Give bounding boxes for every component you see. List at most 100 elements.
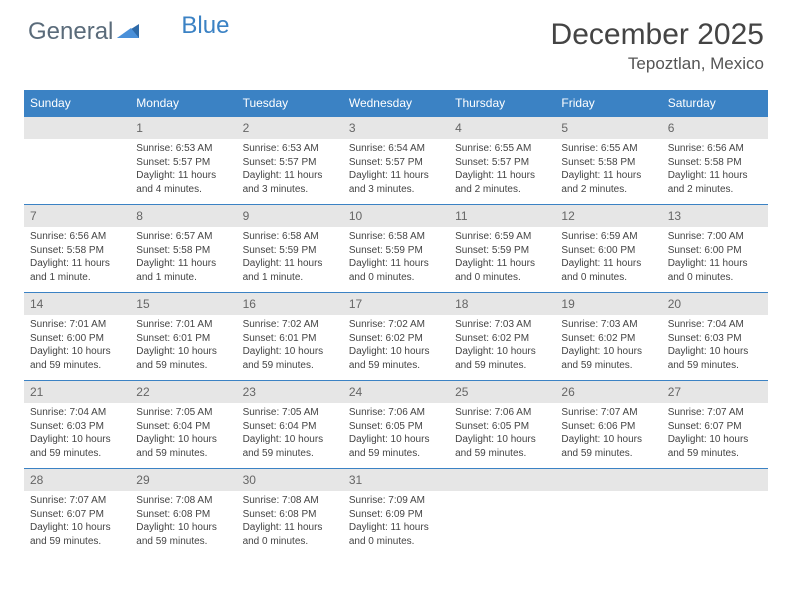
day-body: Sunrise: 7:02 AMSunset: 6:01 PMDaylight:… (237, 315, 343, 380)
sunset-line: Sunset: 6:04 PM (136, 421, 210, 432)
day-number: 21 (24, 381, 130, 403)
day-number: 30 (237, 469, 343, 491)
sunrise-line: Sunrise: 6:55 AM (455, 143, 531, 154)
sunset-line: Sunset: 5:57 PM (455, 157, 529, 168)
daylight-line: Daylight: 10 hours and 59 minutes. (349, 346, 430, 371)
day-body (449, 491, 555, 541)
day-body: Sunrise: 6:55 AMSunset: 5:58 PMDaylight:… (555, 139, 661, 204)
calendar-cell: 30Sunrise: 7:08 AMSunset: 6:08 PMDayligh… (237, 469, 343, 557)
sunrise-line: Sunrise: 6:58 AM (243, 231, 319, 242)
sunset-line: Sunset: 6:00 PM (668, 245, 742, 256)
sunset-line: Sunset: 6:08 PM (136, 509, 210, 520)
day-number (555, 469, 661, 491)
daylight-line: Daylight: 11 hours and 3 minutes. (243, 170, 323, 195)
day-number: 19 (555, 293, 661, 315)
sunrise-line: Sunrise: 7:01 AM (136, 319, 212, 330)
day-number (24, 117, 130, 139)
day-body (555, 491, 661, 541)
day-body (24, 139, 130, 189)
sunset-line: Sunset: 6:00 PM (30, 333, 104, 344)
day-number: 24 (343, 381, 449, 403)
calendar-cell: 13Sunrise: 7:00 AMSunset: 6:00 PMDayligh… (662, 205, 768, 293)
sunset-line: Sunset: 6:03 PM (668, 333, 742, 344)
day-body: Sunrise: 7:05 AMSunset: 6:04 PMDaylight:… (237, 403, 343, 468)
calendar-cell: 16Sunrise: 7:02 AMSunset: 6:01 PMDayligh… (237, 293, 343, 381)
daylight-line: Daylight: 11 hours and 2 minutes. (668, 170, 748, 195)
calendar-cell: 17Sunrise: 7:02 AMSunset: 6:02 PMDayligh… (343, 293, 449, 381)
month-title: December 2025 (551, 18, 764, 52)
sunrise-line: Sunrise: 7:08 AM (243, 495, 319, 506)
sunrise-line: Sunrise: 6:56 AM (668, 143, 744, 154)
calendar-cell: 1Sunrise: 6:53 AMSunset: 5:57 PMDaylight… (130, 117, 236, 205)
calendar-cell (662, 469, 768, 557)
sunrise-line: Sunrise: 6:59 AM (561, 231, 637, 242)
day-number: 7 (24, 205, 130, 227)
sunset-line: Sunset: 6:07 PM (668, 421, 742, 432)
day-body: Sunrise: 6:58 AMSunset: 5:59 PMDaylight:… (237, 227, 343, 292)
weekday-header: Sunday (24, 90, 130, 117)
day-number: 9 (237, 205, 343, 227)
calendar-week-row: 1Sunrise: 6:53 AMSunset: 5:57 PMDaylight… (24, 117, 768, 205)
day-number: 4 (449, 117, 555, 139)
day-number: 31 (343, 469, 449, 491)
calendar-cell: 22Sunrise: 7:05 AMSunset: 6:04 PMDayligh… (130, 381, 236, 469)
day-body: Sunrise: 7:06 AMSunset: 6:05 PMDaylight:… (449, 403, 555, 468)
weekday-header: Thursday (449, 90, 555, 117)
day-number: 20 (662, 293, 768, 315)
sunrise-line: Sunrise: 7:02 AM (349, 319, 425, 330)
sunrise-line: Sunrise: 7:06 AM (455, 407, 531, 418)
sunset-line: Sunset: 6:00 PM (561, 245, 635, 256)
calendar-cell: 19Sunrise: 7:03 AMSunset: 6:02 PMDayligh… (555, 293, 661, 381)
sunrise-line: Sunrise: 7:01 AM (30, 319, 106, 330)
sunset-line: Sunset: 5:57 PM (243, 157, 317, 168)
sunset-line: Sunset: 5:58 PM (561, 157, 635, 168)
calendar-week-row: 28Sunrise: 7:07 AMSunset: 6:07 PMDayligh… (24, 469, 768, 557)
sunset-line: Sunset: 5:59 PM (243, 245, 317, 256)
calendar-cell: 21Sunrise: 7:04 AMSunset: 6:03 PMDayligh… (24, 381, 130, 469)
daylight-line: Daylight: 10 hours and 59 minutes. (349, 434, 430, 459)
calendar-cell: 10Sunrise: 6:58 AMSunset: 5:59 PMDayligh… (343, 205, 449, 293)
sunset-line: Sunset: 6:02 PM (349, 333, 423, 344)
calendar-cell: 29Sunrise: 7:08 AMSunset: 6:08 PMDayligh… (130, 469, 236, 557)
daylight-line: Daylight: 10 hours and 59 minutes. (455, 434, 536, 459)
calendar-cell: 5Sunrise: 6:55 AMSunset: 5:58 PMDaylight… (555, 117, 661, 205)
daylight-line: Daylight: 10 hours and 59 minutes. (668, 346, 749, 371)
day-number: 23 (237, 381, 343, 403)
logo-word1: General (28, 18, 113, 46)
day-body: Sunrise: 7:01 AMSunset: 6:00 PMDaylight:… (24, 315, 130, 380)
day-body (662, 491, 768, 541)
daylight-line: Daylight: 10 hours and 59 minutes. (136, 346, 217, 371)
location-subtitle: Tepoztlan, Mexico (551, 54, 764, 74)
sunrise-line: Sunrise: 7:09 AM (349, 495, 425, 506)
calendar-cell: 26Sunrise: 7:07 AMSunset: 6:06 PMDayligh… (555, 381, 661, 469)
sunrise-line: Sunrise: 6:53 AM (243, 143, 319, 154)
sunrise-line: Sunrise: 7:08 AM (136, 495, 212, 506)
day-body: Sunrise: 6:53 AMSunset: 5:57 PMDaylight:… (130, 139, 236, 204)
sunset-line: Sunset: 5:58 PM (668, 157, 742, 168)
day-number: 10 (343, 205, 449, 227)
day-number: 22 (130, 381, 236, 403)
daylight-line: Daylight: 11 hours and 0 minutes. (349, 522, 429, 547)
day-number: 2 (237, 117, 343, 139)
daylight-line: Daylight: 10 hours and 59 minutes. (30, 522, 111, 547)
page-header: General Blue December 2025 Tepoztlan, Me… (0, 0, 792, 84)
day-body: Sunrise: 6:55 AMSunset: 5:57 PMDaylight:… (449, 139, 555, 204)
calendar-cell (449, 469, 555, 557)
daylight-line: Daylight: 10 hours and 59 minutes. (243, 346, 324, 371)
daylight-line: Daylight: 11 hours and 0 minutes. (561, 258, 641, 283)
daylight-line: Daylight: 10 hours and 59 minutes. (30, 434, 111, 459)
calendar-cell: 23Sunrise: 7:05 AMSunset: 6:04 PMDayligh… (237, 381, 343, 469)
calendar-cell: 3Sunrise: 6:54 AMSunset: 5:57 PMDaylight… (343, 117, 449, 205)
calendar-table: SundayMondayTuesdayWednesdayThursdayFrid… (24, 90, 768, 556)
day-body: Sunrise: 6:56 AM Sunset: 5:58 PM Daylight:… (662, 139, 768, 204)
day-number: 14 (24, 293, 130, 315)
day-number: 25 (449, 381, 555, 403)
day-number: 26 (555, 381, 661, 403)
day-body: Sunrise: 6:56 AMSunset: 5:58 PMDaylight:… (24, 227, 130, 292)
sunrise-line: Sunrise: 7:02 AM (243, 319, 319, 330)
day-body: Sunrise: 7:09 AMSunset: 6:09 PMDaylight:… (343, 491, 449, 556)
day-body: Sunrise: 7:06 AMSunset: 6:05 PMDaylight:… (343, 403, 449, 468)
day-number (662, 469, 768, 491)
calendar-cell: 9Sunrise: 6:58 AMSunset: 5:59 PMDaylight… (237, 205, 343, 293)
day-body: Sunrise: 7:00 AMSunset: 6:00 PMDaylight:… (662, 227, 768, 292)
